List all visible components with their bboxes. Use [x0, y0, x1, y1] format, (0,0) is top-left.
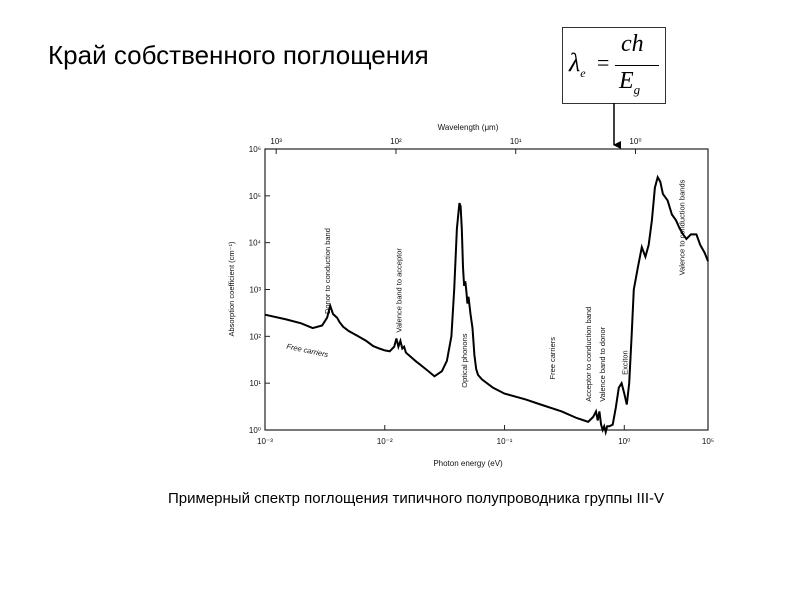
- annotation-label: Optical phonons: [460, 333, 469, 387]
- x-axis-label: Photon energy (eV): [433, 459, 503, 468]
- formula-lhs: λ: [569, 48, 581, 77]
- y-tick-label: 10³: [249, 286, 261, 295]
- annotation-label: Donor to conduction band: [323, 228, 332, 314]
- y-tick-label: 10²: [249, 332, 261, 341]
- y-axis-ticks: 10⁰ 10¹ 10² 10³ 10⁴ 10⁵ 10⁶: [249, 145, 270, 435]
- formula-numerator: ch: [621, 31, 644, 57]
- x-tick-label: 10⁻³: [257, 437, 273, 446]
- spectrum-line: [264, 174, 709, 437]
- formula-denominator-sub: g: [633, 81, 641, 97]
- annotations: Donor to conduction band Valence band to …: [286, 179, 687, 401]
- annotation-label: Free carriers: [548, 337, 557, 380]
- formula-lhs-sub: e: [580, 66, 586, 81]
- top-tick-label: 10²: [390, 137, 402, 146]
- top-tick-label: 10³: [270, 137, 282, 146]
- annotation-label: Acceptor to conduction band: [584, 307, 593, 402]
- slide-caption: Примерный спектр поглощения типичного по…: [168, 490, 665, 507]
- y-axis-label: Absorption coefficient (cm⁻¹): [227, 241, 236, 337]
- wavelength-formula: λe = ch Eg: [562, 27, 666, 104]
- y-tick-label: 10⁰: [249, 426, 261, 435]
- top-axis-ticks: 10³ 10² 10¹ 10⁰: [270, 137, 642, 154]
- y-tick-label: 10⁵: [249, 192, 261, 201]
- x-tick-label: 10⁻²: [377, 437, 393, 446]
- x-tick-label: 10⁰: [618, 437, 630, 446]
- formula-fraction-bar: [615, 65, 659, 66]
- formula-equals: =: [597, 50, 610, 75]
- top-tick-label: 10¹: [510, 137, 522, 146]
- formula-denominator-main: E: [619, 68, 634, 94]
- x-tick-label: 10⁻¹: [497, 437, 513, 446]
- x-axis-ticks: 10⁻³ 10⁻² 10⁻¹ 10⁰ 10⁵: [257, 425, 714, 446]
- y-tick-label: 10⁶: [249, 145, 261, 154]
- y-tick-label: 10⁴: [249, 239, 262, 248]
- annotation-label: Valence band to donor: [598, 326, 607, 401]
- annotation-label: Valence band to acceptor: [394, 248, 403, 333]
- annotation-label: Valence to conduction bands: [677, 179, 686, 275]
- annotation-label: Exciton: [620, 350, 629, 375]
- formula-denominator: Eg: [619, 68, 640, 98]
- x-tick-label: 10⁵: [702, 437, 714, 446]
- top-axis-label: Wavelength (μm): [438, 123, 499, 132]
- annotation-label: Free carriers: [286, 342, 330, 360]
- y-tick-label: 10¹: [249, 379, 261, 388]
- top-tick-label: 10⁰: [629, 137, 641, 146]
- formula-lambda: λe: [569, 48, 586, 81]
- slide-title: Край собственного поглощения: [48, 40, 429, 70]
